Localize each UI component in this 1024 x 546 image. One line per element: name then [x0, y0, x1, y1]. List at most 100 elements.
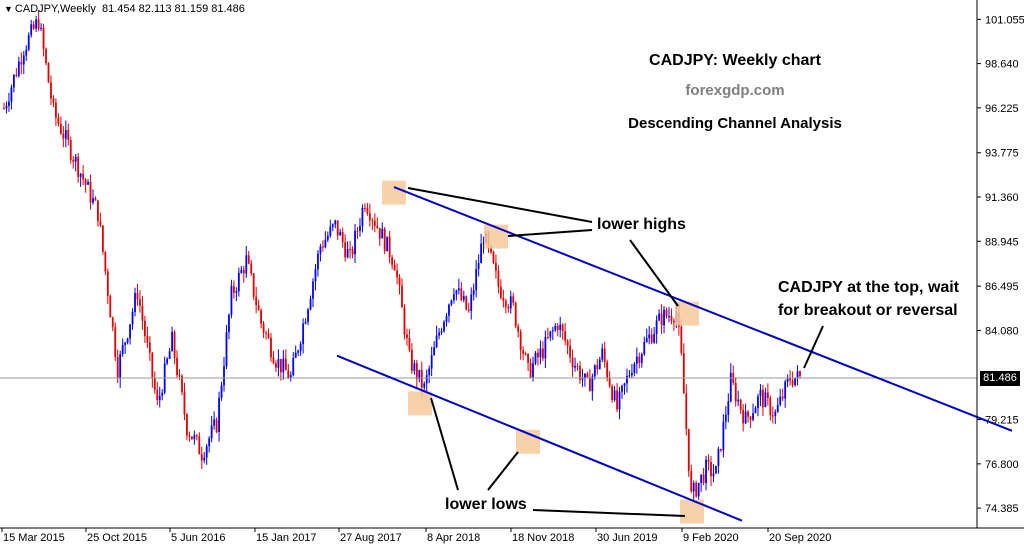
candle-body — [685, 393, 688, 429]
candle-body — [82, 173, 85, 180]
candle-body — [571, 357, 574, 368]
candle-body — [527, 353, 529, 363]
candle-body — [158, 395, 161, 401]
candle-body — [690, 471, 693, 492]
candle-body — [561, 324, 564, 332]
candle-body — [668, 315, 670, 317]
candle-body — [114, 327, 117, 357]
candle-body — [450, 300, 453, 305]
candle-body — [406, 334, 408, 338]
y-tick-label: 76.800 — [985, 459, 1019, 471]
candle-body — [700, 474, 703, 483]
candle-body — [260, 310, 262, 324]
candle-body — [754, 408, 757, 414]
candle-body — [344, 242, 347, 258]
label-top-line2: for breakout or reversal — [778, 302, 958, 319]
candle-body — [791, 380, 794, 386]
candle-body — [509, 296, 512, 309]
candle-body — [549, 331, 552, 338]
candle-body — [220, 385, 223, 398]
candle-body — [331, 224, 334, 227]
candle-body — [391, 257, 394, 265]
candle-body — [433, 347, 436, 356]
candle-body — [74, 156, 77, 162]
candle-body — [769, 398, 772, 416]
chart-title: CADJPY: Weekly chart — [649, 52, 821, 69]
candle-body — [324, 239, 327, 248]
candle-body — [695, 482, 698, 497]
candle-body — [257, 305, 260, 311]
candle-body — [314, 269, 317, 282]
candle-body — [423, 383, 426, 388]
candle-body — [616, 390, 618, 410]
y-tick-label: 74.385 — [985, 503, 1019, 515]
candle-body — [544, 336, 547, 359]
candle-body — [198, 436, 201, 455]
candle-body — [408, 337, 411, 350]
candle-body — [499, 286, 502, 298]
candle-body — [245, 255, 248, 274]
candle-body — [237, 272, 240, 292]
candle-body — [502, 297, 505, 301]
chart-subtitle: Descending Channel Analysis — [628, 115, 842, 132]
candle-body — [72, 160, 75, 162]
candle-body — [579, 366, 581, 380]
candle-body — [124, 342, 127, 345]
candle-body — [12, 74, 15, 88]
candle-body — [129, 324, 131, 339]
y-tick-label: 86.495 — [985, 281, 1019, 293]
candle-body — [181, 375, 183, 392]
candle-body — [121, 344, 124, 355]
candle-body — [126, 338, 129, 343]
candle-body — [410, 349, 413, 371]
candle-body — [727, 401, 730, 415]
candle-body — [749, 416, 752, 420]
candle-body — [146, 335, 149, 343]
y-tick-label: 93.775 — [985, 148, 1019, 160]
candle-body — [277, 359, 280, 368]
candle-body — [282, 358, 285, 373]
candle-body — [554, 325, 557, 331]
candle-body — [635, 356, 638, 364]
candle-body — [354, 230, 356, 255]
x-tick-label: 30 Jun 2019 — [597, 532, 658, 544]
candle-body — [566, 340, 569, 346]
candle-body — [724, 414, 727, 422]
candle-body — [425, 375, 428, 384]
candle-body — [448, 304, 450, 316]
descending-channel — [336, 186, 1013, 522]
candle-body — [475, 269, 478, 291]
candle-body — [742, 409, 745, 424]
candle-body — [45, 48, 47, 64]
candle-body — [302, 323, 305, 344]
candle-body — [141, 305, 144, 321]
candle-body — [309, 298, 312, 310]
label-lower-lows: lower lows — [445, 496, 527, 513]
candle-body — [40, 27, 42, 29]
candle-body — [420, 369, 423, 388]
candle-body — [653, 334, 656, 343]
candle-body — [193, 435, 196, 440]
y-tick-label: 98.640 — [985, 59, 1019, 71]
candle-body — [25, 49, 28, 56]
time-axis: 15 Mar 2015 25 Oct 2015 5 Jun 2016 15 Jan 2… — [1, 528, 831, 544]
chart-source: forexgdp.com — [685, 82, 785, 99]
x-tick-label: 15 Jan 2017 — [256, 532, 317, 544]
candle-body — [317, 253, 319, 270]
candle-body — [734, 382, 737, 402]
candle-body — [638, 356, 641, 363]
candle-body — [596, 365, 599, 370]
candle-body — [640, 354, 643, 363]
candle-body — [628, 375, 631, 377]
candle-body — [581, 378, 584, 380]
candle-body — [586, 373, 589, 378]
pointer-top — [803, 325, 824, 369]
candle-body — [522, 350, 525, 354]
candle-body — [744, 411, 747, 424]
candle-body — [752, 413, 754, 420]
candle-body — [230, 285, 233, 315]
candle-body — [623, 383, 626, 386]
candle-body — [168, 351, 171, 359]
dropdown-triangle-icon[interactable]: ▼ — [4, 4, 13, 14]
